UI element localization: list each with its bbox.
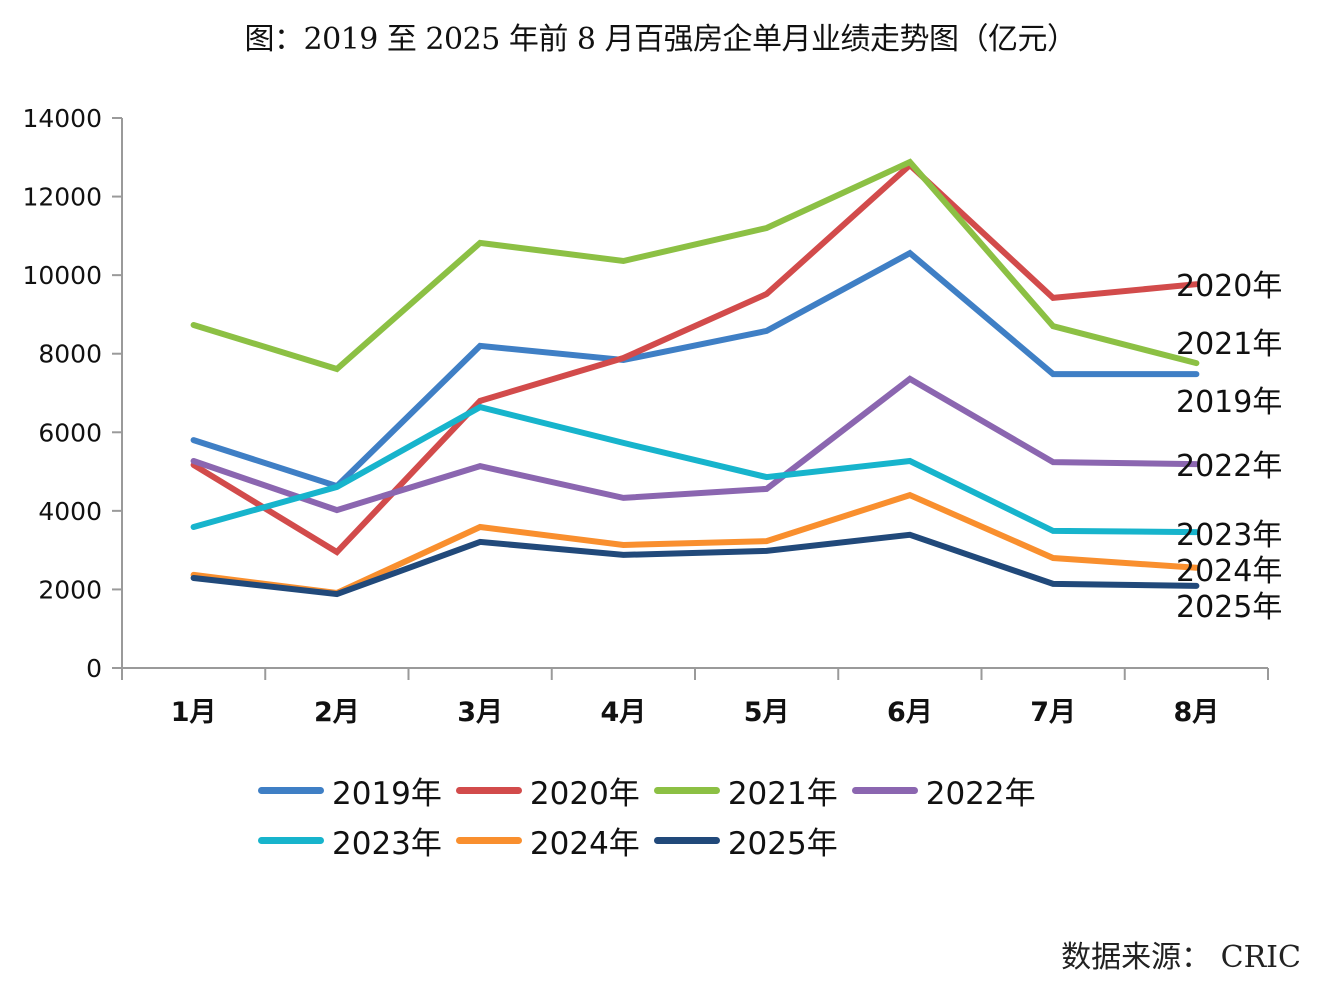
end-label-2019: 2019年	[1176, 385, 1282, 420]
x-axis-ticks: 1月 2月 3月 4月 5月 6月 7月 8月	[121, 668, 1269, 728]
y-tick-label: 0	[86, 654, 102, 683]
y-tick-label: 14000	[22, 104, 102, 133]
y-tick-label: 8000	[38, 340, 102, 369]
legend-label: 2023年	[332, 825, 442, 862]
x-tick-label: 3月	[457, 697, 503, 728]
x-tick-label: 2月	[314, 697, 360, 728]
y-tick-label: 10000	[22, 261, 102, 290]
series-line-2025	[190, 531, 1200, 598]
x-tick-label: 7月	[1030, 697, 1076, 728]
y-axis-ticks: 0 2000 4000 6000 8000 10000 12000 14000	[22, 104, 122, 683]
end-label-2023: 2023年	[1176, 518, 1282, 553]
data-source: 数据来源： CRIC	[1061, 940, 1301, 975]
legend-swatch	[258, 786, 324, 794]
axes	[114, 118, 1268, 680]
legend-swatch	[455, 786, 522, 794]
x-tick-label: 1月	[171, 697, 217, 728]
x-tick-label: 8月	[1173, 697, 1219, 728]
legend-swatch	[653, 836, 720, 844]
series-line-2022	[190, 375, 1200, 514]
legend-item-2019: 2019年	[258, 768, 442, 813]
x-tick-label: 5月	[744, 697, 790, 728]
legend-item-2023: 2023年	[258, 818, 442, 863]
chart-title: 图：2019 至 2025 年前 8 月百强房企单月业绩走势图（亿元）	[244, 22, 1077, 57]
end-label-2020: 2020年	[1176, 269, 1282, 304]
series-line-2019	[190, 249, 1200, 490]
end-label-2025: 2025年	[1176, 590, 1282, 625]
legend-label: 2024年	[529, 825, 640, 862]
legend-swatch	[258, 836, 324, 844]
legend-label: 2020年	[529, 775, 640, 812]
legend-label: 2025年	[727, 825, 838, 862]
legend-item-2020: 2020年	[455, 768, 640, 813]
legend-label: 2022年	[925, 775, 1036, 812]
x-tick-label: 4月	[600, 697, 646, 728]
legend-swatch	[653, 786, 720, 794]
end-label-2022: 2022年	[1176, 449, 1282, 484]
end-label-2021: 2021年	[1176, 327, 1282, 362]
legend-row: 2023年 2024年 2025年	[258, 815, 1078, 865]
legend-item-2021: 2021年	[653, 768, 838, 813]
legend: 2019年 2020年 2021年 2022年 2023年 2024年 2025年	[258, 765, 1078, 865]
series-line-2021	[190, 158, 1200, 373]
y-tick-label: 2000	[38, 575, 102, 604]
y-tick-label: 6000	[38, 418, 102, 447]
series-lines	[190, 158, 1200, 598]
series-line-2024	[190, 491, 1200, 597]
legend-row: 2019年 2020年 2021年 2022年	[258, 765, 1078, 815]
legend-label: 2019年	[332, 775, 442, 812]
legend-item-2025: 2025年	[653, 818, 838, 863]
legend-item-2022: 2022年	[851, 768, 1036, 813]
series-line-2023	[190, 403, 1200, 536]
legend-label: 2021年	[727, 775, 838, 812]
legend-swatch	[851, 786, 918, 794]
y-tick-label: 12000	[22, 183, 102, 212]
legend-item-2024: 2024年	[455, 818, 640, 863]
end-label-2024: 2024年	[1176, 554, 1282, 589]
legend-swatch	[455, 836, 522, 844]
x-tick-label: 6月	[887, 697, 933, 728]
series-line-2020	[190, 161, 1200, 556]
y-tick-label: 4000	[38, 497, 102, 526]
